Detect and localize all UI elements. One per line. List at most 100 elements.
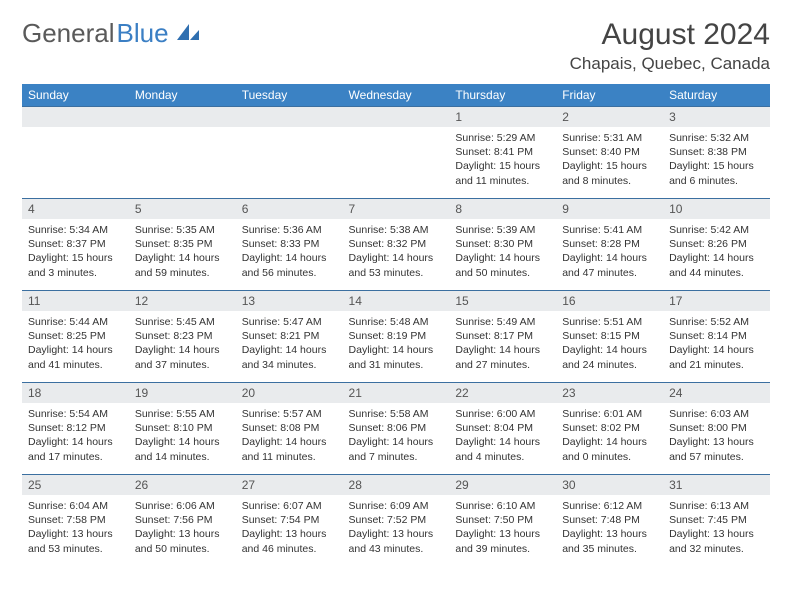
sunrise-text: Sunrise: 5:44 AM xyxy=(28,315,123,329)
calendar-cell: 3Sunrise: 5:32 AMSunset: 8:38 PMDaylight… xyxy=(663,107,770,199)
sunrise-text: Sunrise: 5:38 AM xyxy=(349,223,444,237)
day-details: Sunrise: 6:10 AMSunset: 7:50 PMDaylight:… xyxy=(449,495,556,562)
sunset-text: Sunset: 8:17 PM xyxy=(455,329,550,343)
day-details: Sunrise: 5:49 AMSunset: 8:17 PMDaylight:… xyxy=(449,311,556,378)
sunset-text: Sunset: 7:48 PM xyxy=(562,513,657,527)
day-number: 3 xyxy=(663,107,770,127)
day-details: Sunrise: 5:45 AMSunset: 8:23 PMDaylight:… xyxy=(129,311,236,378)
day-details: Sunrise: 6:13 AMSunset: 7:45 PMDaylight:… xyxy=(663,495,770,562)
day-details: Sunrise: 5:47 AMSunset: 8:21 PMDaylight:… xyxy=(236,311,343,378)
sunrise-text: Sunrise: 6:10 AM xyxy=(455,499,550,513)
calendar-cell: 7Sunrise: 5:38 AMSunset: 8:32 PMDaylight… xyxy=(343,199,450,291)
day-details: Sunrise: 6:04 AMSunset: 7:58 PMDaylight:… xyxy=(22,495,129,562)
day-details: Sunrise: 5:34 AMSunset: 8:37 PMDaylight:… xyxy=(22,219,129,286)
daylight-text: Daylight: 13 hours and 43 minutes. xyxy=(349,527,444,555)
day-number-empty xyxy=(343,107,450,127)
calendar-cell: 20Sunrise: 5:57 AMSunset: 8:08 PMDayligh… xyxy=(236,383,343,475)
sunrise-text: Sunrise: 5:57 AM xyxy=(242,407,337,421)
calendar-cell: 25Sunrise: 6:04 AMSunset: 7:58 PMDayligh… xyxy=(22,475,129,567)
title-block: August 2024 Chapais, Quebec, Canada xyxy=(570,18,770,74)
sunset-text: Sunset: 8:35 PM xyxy=(135,237,230,251)
weekday-header: Monday xyxy=(129,84,236,107)
calendar-body: 1Sunrise: 5:29 AMSunset: 8:41 PMDaylight… xyxy=(22,107,770,567)
day-number: 8 xyxy=(449,199,556,219)
calendar-cell: 8Sunrise: 5:39 AMSunset: 8:30 PMDaylight… xyxy=(449,199,556,291)
month-title: August 2024 xyxy=(570,18,770,52)
day-details: Sunrise: 6:07 AMSunset: 7:54 PMDaylight:… xyxy=(236,495,343,562)
day-number: 14 xyxy=(343,291,450,311)
header: GeneralBlue August 2024 Chapais, Quebec,… xyxy=(22,18,770,74)
day-details: Sunrise: 5:38 AMSunset: 8:32 PMDaylight:… xyxy=(343,219,450,286)
daylight-text: Daylight: 13 hours and 35 minutes. xyxy=(562,527,657,555)
daylight-text: Daylight: 13 hours and 53 minutes. xyxy=(28,527,123,555)
day-details: Sunrise: 5:36 AMSunset: 8:33 PMDaylight:… xyxy=(236,219,343,286)
sunset-text: Sunset: 8:10 PM xyxy=(135,421,230,435)
calendar-cell: 12Sunrise: 5:45 AMSunset: 8:23 PMDayligh… xyxy=(129,291,236,383)
sunrise-text: Sunrise: 6:13 AM xyxy=(669,499,764,513)
brand-part2: Blue xyxy=(117,18,169,49)
daylight-text: Daylight: 13 hours and 39 minutes. xyxy=(455,527,550,555)
day-number: 6 xyxy=(236,199,343,219)
daylight-text: Daylight: 14 hours and 11 minutes. xyxy=(242,435,337,463)
location: Chapais, Quebec, Canada xyxy=(570,54,770,74)
calendar-cell xyxy=(22,107,129,199)
day-number-empty xyxy=(129,107,236,127)
calendar-table: Sunday Monday Tuesday Wednesday Thursday… xyxy=(22,84,770,567)
sunset-text: Sunset: 8:32 PM xyxy=(349,237,444,251)
daylight-text: Daylight: 15 hours and 3 minutes. xyxy=(28,251,123,279)
sunset-text: Sunset: 7:45 PM xyxy=(669,513,764,527)
sunset-text: Sunset: 7:52 PM xyxy=(349,513,444,527)
calendar-cell: 30Sunrise: 6:12 AMSunset: 7:48 PMDayligh… xyxy=(556,475,663,567)
sunset-text: Sunset: 8:37 PM xyxy=(28,237,123,251)
weekday-header: Tuesday xyxy=(236,84,343,107)
day-number: 10 xyxy=(663,199,770,219)
weekday-header: Friday xyxy=(556,84,663,107)
sunset-text: Sunset: 8:23 PM xyxy=(135,329,230,343)
day-details: Sunrise: 5:51 AMSunset: 8:15 PMDaylight:… xyxy=(556,311,663,378)
sunset-text: Sunset: 8:41 PM xyxy=(455,145,550,159)
day-number: 7 xyxy=(343,199,450,219)
sunrise-text: Sunrise: 5:35 AM xyxy=(135,223,230,237)
calendar-cell: 2Sunrise: 5:31 AMSunset: 8:40 PMDaylight… xyxy=(556,107,663,199)
daylight-text: Daylight: 14 hours and 14 minutes. xyxy=(135,435,230,463)
sunrise-text: Sunrise: 5:55 AM xyxy=(135,407,230,421)
day-details: Sunrise: 5:44 AMSunset: 8:25 PMDaylight:… xyxy=(22,311,129,378)
daylight-text: Daylight: 14 hours and 41 minutes. xyxy=(28,343,123,371)
day-details: Sunrise: 5:52 AMSunset: 8:14 PMDaylight:… xyxy=(663,311,770,378)
sunrise-text: Sunrise: 6:01 AM xyxy=(562,407,657,421)
calendar-cell: 6Sunrise: 5:36 AMSunset: 8:33 PMDaylight… xyxy=(236,199,343,291)
weekday-header: Saturday xyxy=(663,84,770,107)
sunrise-text: Sunrise: 5:51 AM xyxy=(562,315,657,329)
day-details: Sunrise: 5:58 AMSunset: 8:06 PMDaylight:… xyxy=(343,403,450,470)
sunrise-text: Sunrise: 6:12 AM xyxy=(562,499,657,513)
sunrise-text: Sunrise: 6:07 AM xyxy=(242,499,337,513)
calendar-cell: 13Sunrise: 5:47 AMSunset: 8:21 PMDayligh… xyxy=(236,291,343,383)
sunrise-text: Sunrise: 6:03 AM xyxy=(669,407,764,421)
day-number: 19 xyxy=(129,383,236,403)
calendar-cell: 1Sunrise: 5:29 AMSunset: 8:41 PMDaylight… xyxy=(449,107,556,199)
sunrise-text: Sunrise: 5:41 AM xyxy=(562,223,657,237)
day-number: 26 xyxy=(129,475,236,495)
day-number: 5 xyxy=(129,199,236,219)
brand-logo: GeneralBlue xyxy=(22,18,201,49)
day-number: 24 xyxy=(663,383,770,403)
sunrise-text: Sunrise: 5:29 AM xyxy=(455,131,550,145)
daylight-text: Daylight: 14 hours and 7 minutes. xyxy=(349,435,444,463)
sunset-text: Sunset: 8:15 PM xyxy=(562,329,657,343)
daylight-text: Daylight: 14 hours and 56 minutes. xyxy=(242,251,337,279)
day-details: Sunrise: 6:03 AMSunset: 8:00 PMDaylight:… xyxy=(663,403,770,470)
day-number: 23 xyxy=(556,383,663,403)
calendar-cell xyxy=(236,107,343,199)
sunrise-text: Sunrise: 6:04 AM xyxy=(28,499,123,513)
sunset-text: Sunset: 8:00 PM xyxy=(669,421,764,435)
daylight-text: Daylight: 14 hours and 21 minutes. xyxy=(669,343,764,371)
sunrise-text: Sunrise: 5:52 AM xyxy=(669,315,764,329)
day-number: 11 xyxy=(22,291,129,311)
sunrise-text: Sunrise: 6:00 AM xyxy=(455,407,550,421)
calendar-week-row: 25Sunrise: 6:04 AMSunset: 7:58 PMDayligh… xyxy=(22,475,770,567)
sunset-text: Sunset: 8:02 PM xyxy=(562,421,657,435)
calendar-cell xyxy=(343,107,450,199)
calendar-cell: 17Sunrise: 5:52 AMSunset: 8:14 PMDayligh… xyxy=(663,291,770,383)
day-details: Sunrise: 6:09 AMSunset: 7:52 PMDaylight:… xyxy=(343,495,450,562)
daylight-text: Daylight: 14 hours and 50 minutes. xyxy=(455,251,550,279)
